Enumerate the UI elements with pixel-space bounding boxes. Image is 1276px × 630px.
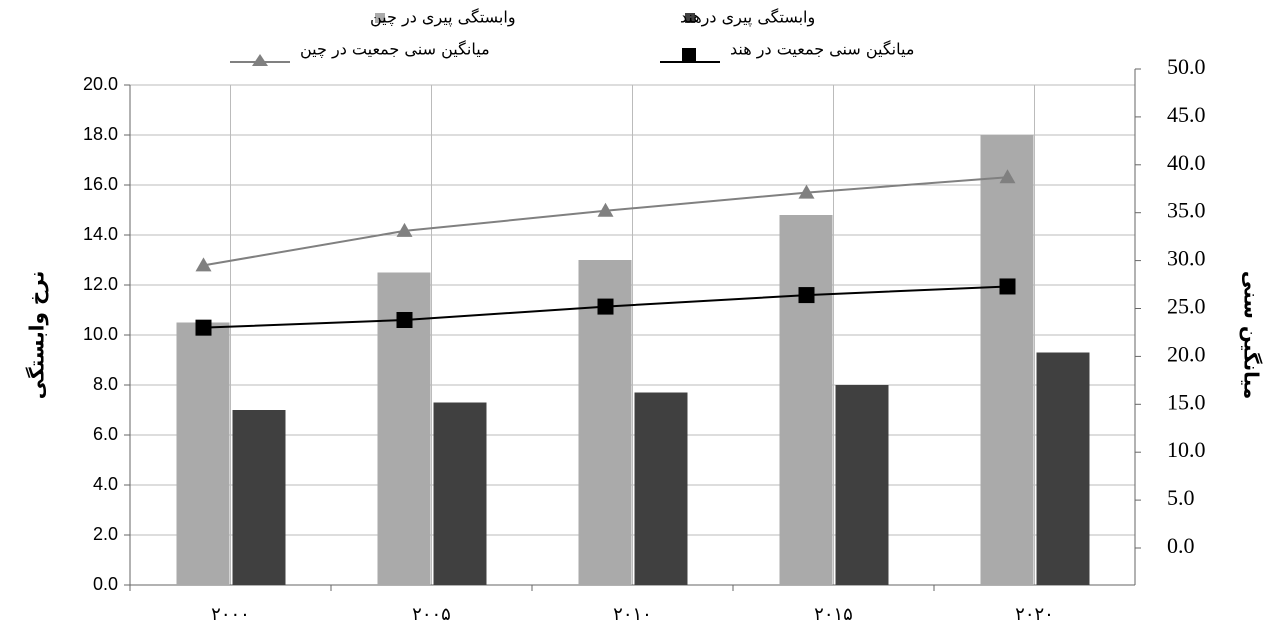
x-tick-label: ۲۰۱۵ (814, 604, 853, 625)
line-marker (195, 257, 212, 272)
legend-marker (252, 54, 268, 66)
y-tick-label: 4.0 (93, 474, 118, 494)
y2-tick-label: 35.0 (1167, 198, 1206, 223)
bar (176, 322, 230, 585)
y2-tick-label: 30.0 (1167, 246, 1206, 271)
legend-marker (682, 48, 696, 62)
line (203, 176, 1008, 267)
legend-label: میانگین سنی جمعیت در چین (300, 40, 490, 60)
bar (779, 215, 833, 585)
line-marker (999, 169, 1016, 184)
x-tick-label: ۲۰۱۰ (613, 604, 652, 625)
bar (980, 135, 1034, 585)
y2-tick-label: 45.0 (1167, 102, 1206, 127)
line-marker (597, 298, 614, 315)
bar (835, 385, 889, 585)
line-marker (396, 222, 413, 237)
x-tick-label: ۲۰۰۰ (211, 604, 250, 625)
y2-tick-label: 25.0 (1167, 294, 1206, 319)
line-marker (597, 202, 614, 217)
y2-axis-label: میانگین سنی (1240, 271, 1264, 399)
line-marker (798, 184, 815, 199)
line-marker (999, 278, 1016, 295)
line-marker (396, 311, 413, 328)
y-tick-label: 6.0 (93, 424, 118, 444)
y2-tick-label: 20.0 (1167, 341, 1206, 366)
legend-label: وابستگی پیری در چین (370, 8, 516, 28)
y-tick-label: 12.0 (83, 274, 118, 294)
y2-tick-label: 40.0 (1167, 150, 1206, 175)
y2-tick-label: 0.0 (1167, 533, 1195, 558)
y-axis-label: نرخ وابستگی (25, 271, 49, 400)
y-tick-label: 16.0 (83, 174, 118, 194)
y2-tick-label: 10.0 (1167, 437, 1206, 462)
line-marker (195, 319, 212, 336)
bar (232, 410, 286, 585)
y-tick-label: 2.0 (93, 524, 118, 544)
legend-swatch (685, 13, 695, 23)
bar (634, 392, 688, 585)
line-marker (798, 287, 815, 304)
y-tick-label: 10.0 (83, 324, 118, 344)
bar (1036, 352, 1090, 585)
x-tick-label: ۲۰۲۰ (1015, 604, 1054, 625)
y-tick-label: 14.0 (83, 224, 118, 244)
legend-label: وابستگی پیری درهند (680, 8, 815, 28)
y-tick-label: 20.0 (83, 74, 118, 94)
legend-label: میانگین سنی جمعیت در هند (730, 40, 914, 60)
y-tick-label: 18.0 (83, 124, 118, 144)
x-tick-label: ۲۰۰۵ (412, 604, 451, 625)
legend-swatch (375, 13, 385, 23)
y2-tick-label: 50.0 (1167, 54, 1206, 79)
y2-tick-label: 5.0 (1167, 485, 1195, 510)
y2-tick-label: 15.0 (1167, 389, 1206, 414)
y-tick-label: 8.0 (93, 374, 118, 394)
bar (433, 402, 487, 585)
y-tick-label: 0.0 (93, 574, 118, 594)
